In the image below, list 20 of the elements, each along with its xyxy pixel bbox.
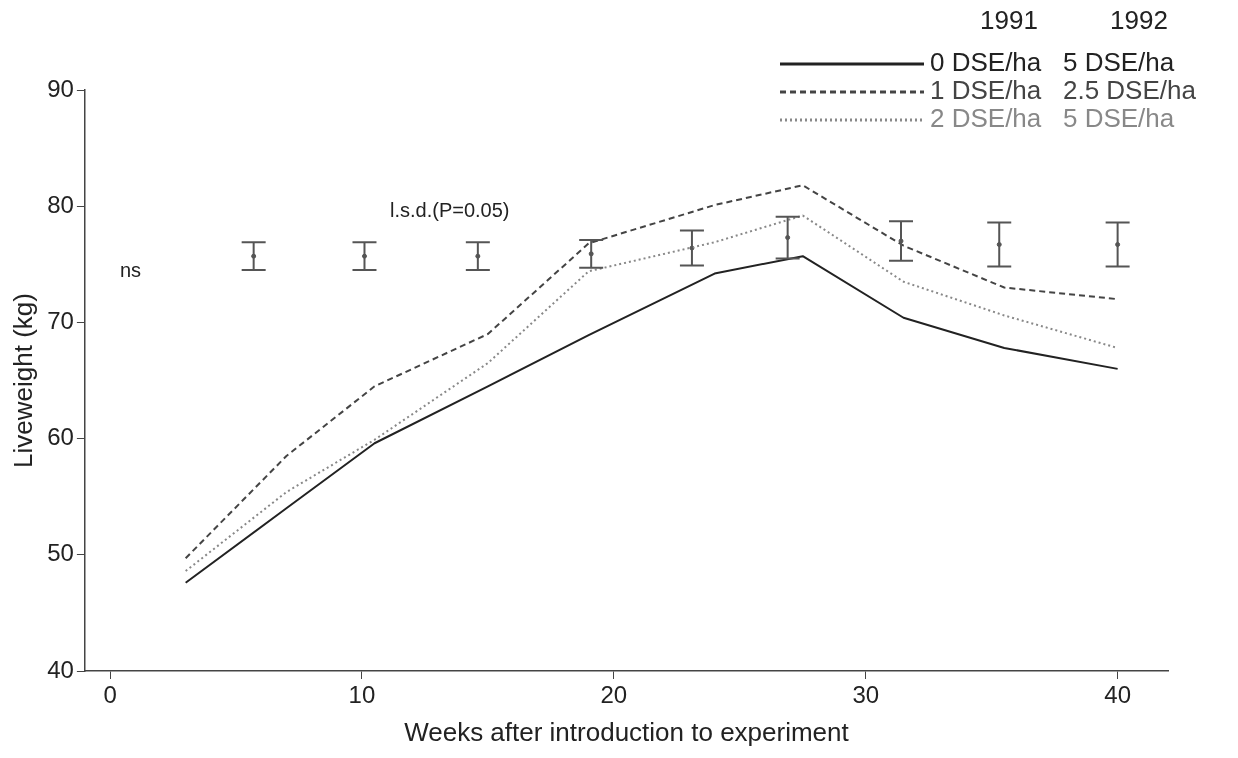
y-tick-label: 50: [47, 539, 74, 567]
y-tick-label: 80: [47, 190, 74, 218]
y-tick-label: 70: [47, 307, 74, 335]
x-tick-label: 30: [852, 681, 880, 709]
text: 2 DSE/ha 5 DSE/ha: [930, 103, 1175, 134]
y-tick-label: 60: [47, 423, 74, 451]
x-tick-label: 0: [103, 681, 117, 709]
x-tick-label: 40: [1104, 681, 1131, 709]
text: 1992: [1110, 5, 1168, 36]
x-tick-label: 20: [600, 681, 628, 709]
y-tick-label: 40: [47, 655, 74, 683]
annotation: l.s.d.(P=0.05): [390, 199, 510, 222]
text: 1 DSE/ha 2.5 DSE/ha: [930, 75, 1197, 106]
text: 1991: [980, 5, 1038, 36]
x-tick-label: 10: [348, 681, 376, 709]
text: 0 DSE/ha 5 DSE/ha: [930, 47, 1175, 78]
y-axis-title: Liveweight (kg): [7, 293, 38, 468]
y-tick-label: 90: [47, 74, 74, 102]
x-axis-title: Weeks after introduction to experiment: [404, 716, 850, 747]
annotation: ns: [120, 259, 142, 282]
